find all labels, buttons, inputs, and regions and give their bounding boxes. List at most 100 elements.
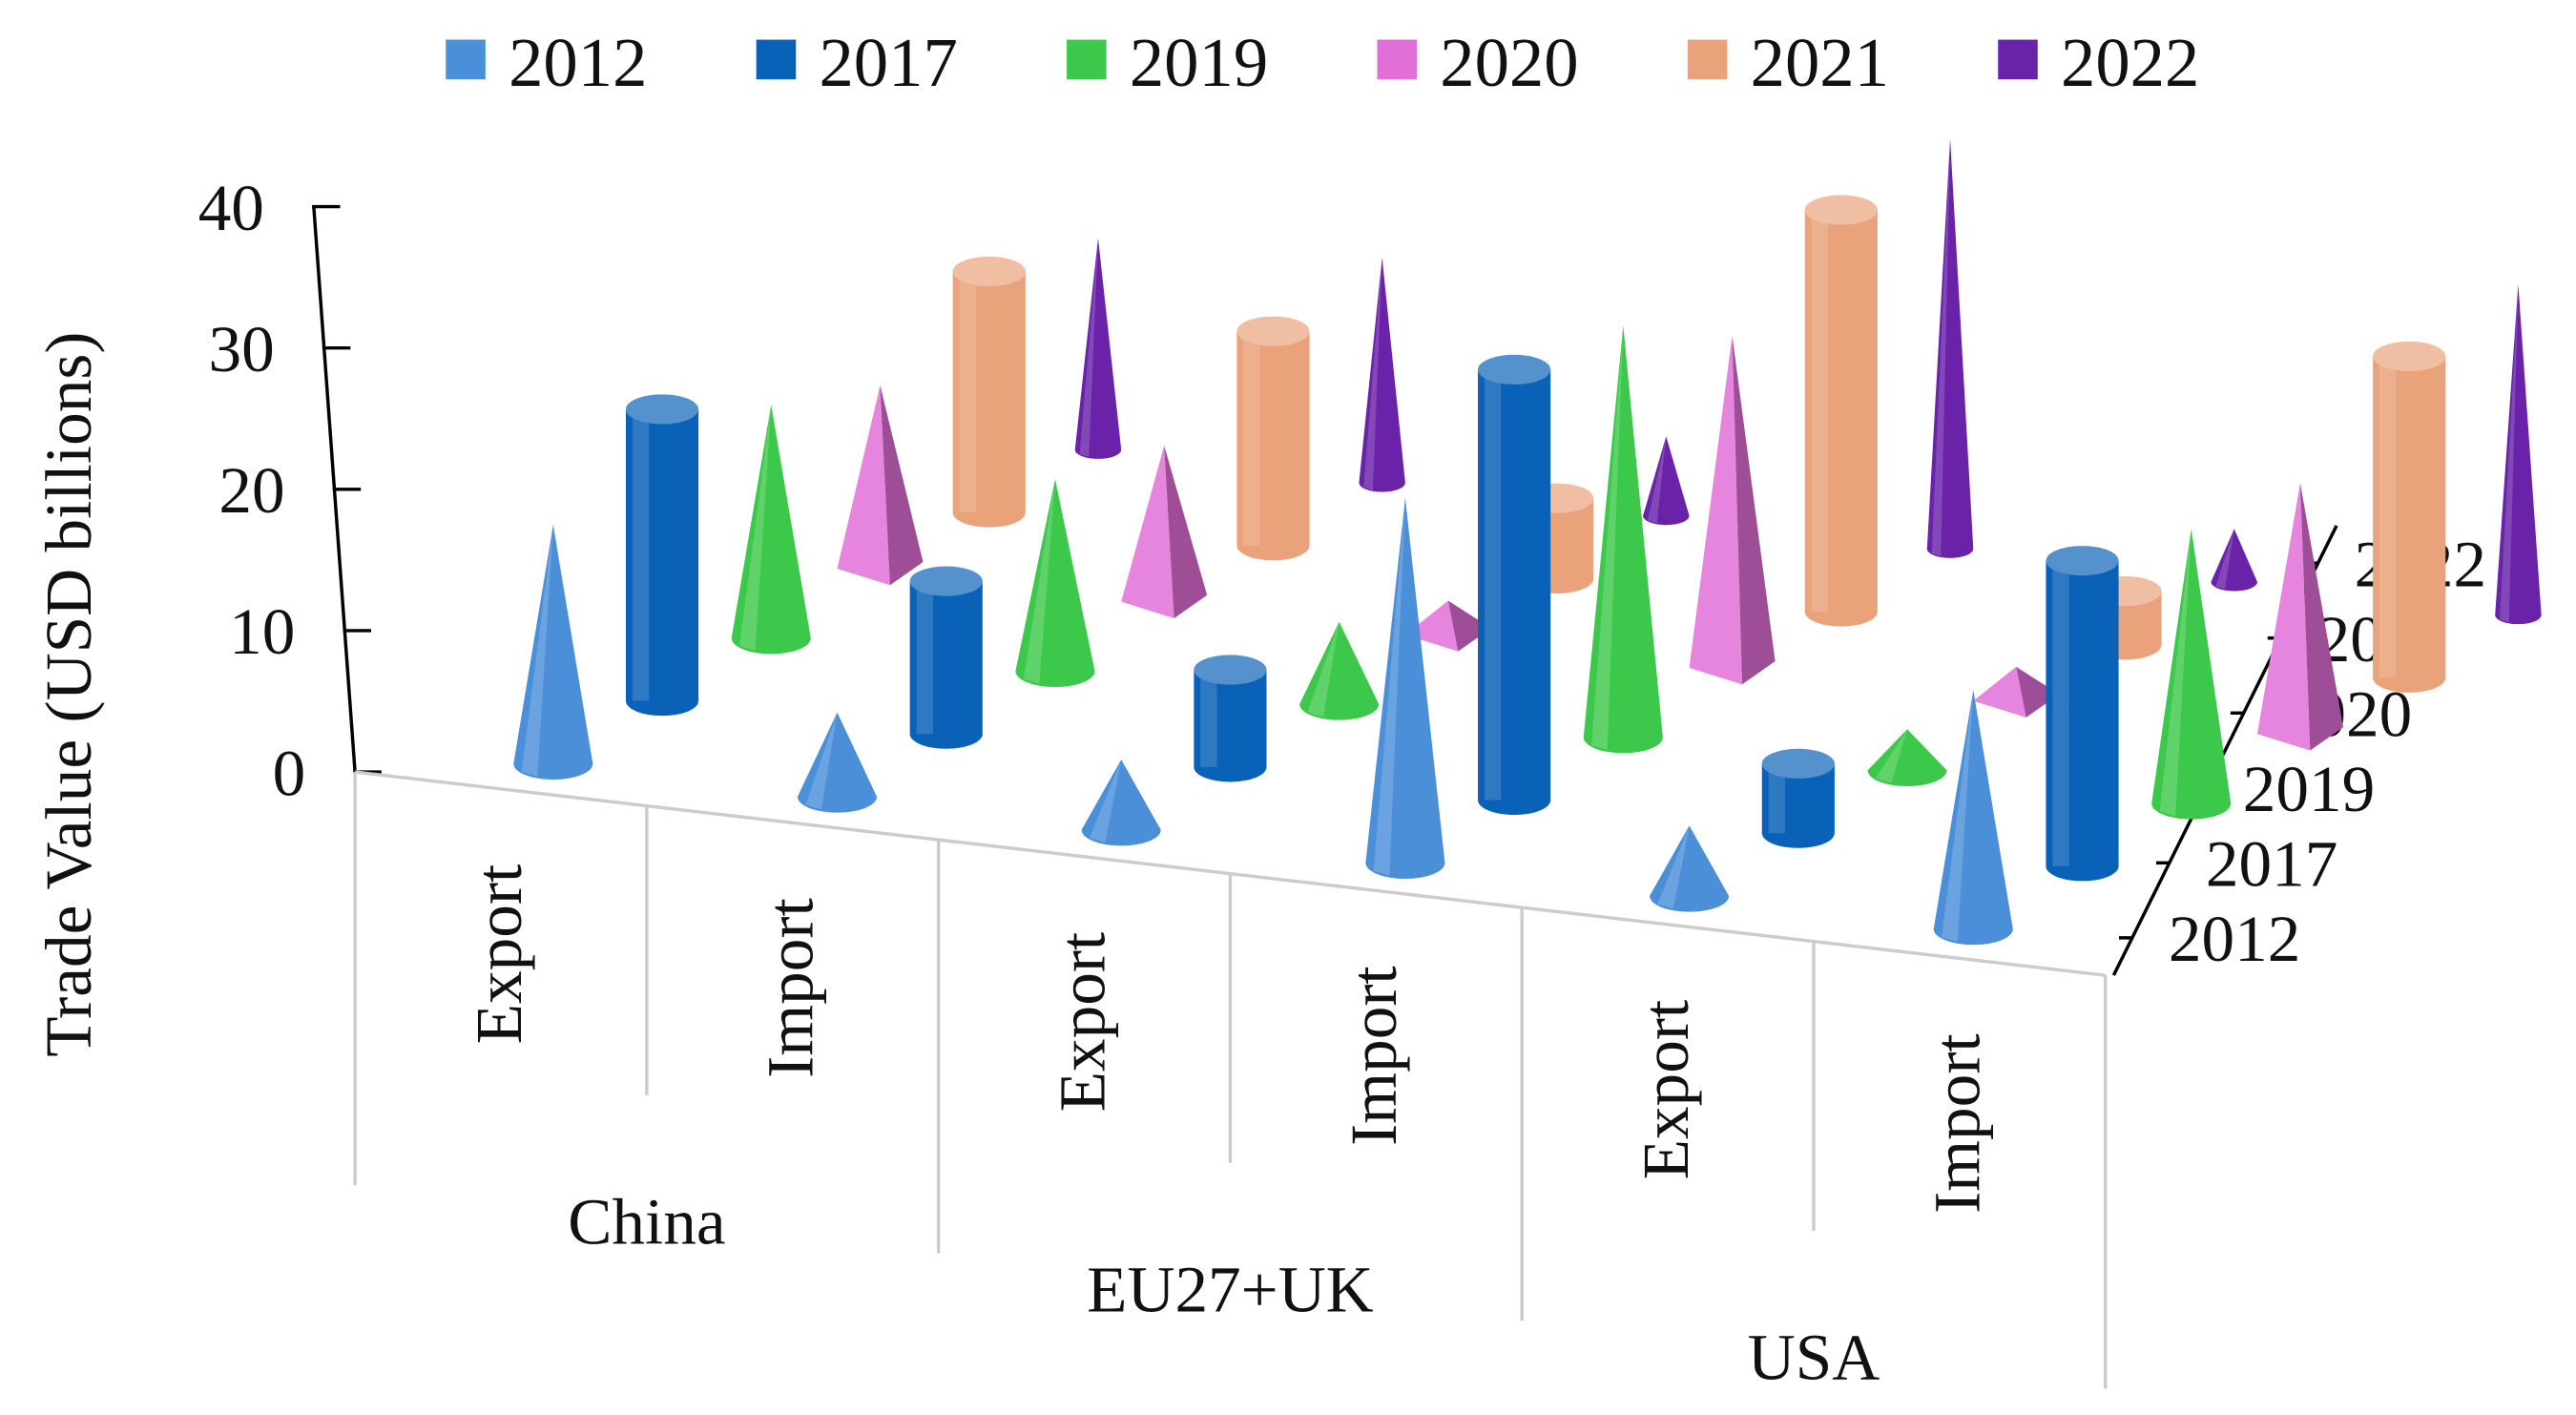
cone-body	[1926, 138, 1974, 558]
legend-swatch-2019	[1067, 39, 1107, 80]
category-label: Export	[1045, 932, 1118, 1113]
mark-2022-3	[1926, 138, 1974, 558]
cylinder-top	[625, 394, 699, 425]
cone-highlight	[2215, 529, 2234, 590]
cone-highlight	[1363, 258, 1382, 490]
y-tick-label: 20	[218, 453, 284, 527]
pyramid-side-face	[2016, 666, 2060, 718]
category-label: Export	[462, 864, 535, 1045]
mark-2019-3	[1583, 325, 1663, 754]
cone-highlight	[1931, 138, 1951, 556]
cone-highlight	[1023, 479, 1055, 684]
pyramid-front-face	[1689, 335, 1742, 685]
y-tick-label: 10	[229, 594, 295, 668]
mark-2022-5	[2495, 283, 2542, 625]
cylinder-top	[2046, 546, 2119, 576]
mark-2012-1	[797, 712, 878, 813]
mark-2020-5	[2256, 483, 2343, 751]
mark-2017-4	[1761, 748, 1835, 848]
legend-label-2021: 2021	[1751, 24, 1889, 101]
legend-label-2017: 2017	[819, 24, 957, 101]
legend: 2012 2017 2019 2020 2021 2022	[446, 24, 2199, 101]
mark-2019-2	[1299, 621, 1380, 720]
cone-body	[2495, 283, 2542, 625]
cylinder-top	[909, 566, 983, 596]
cylinder-top	[1194, 655, 1267, 685]
mark-2020-4	[1973, 666, 2060, 718]
mark-2019-5	[2151, 529, 2232, 820]
group-label: EU27+UK	[1087, 1253, 1373, 1326]
cylinder-top	[1236, 316, 1310, 346]
mark-2021-1	[1236, 316, 1310, 561]
pyramid-side-face	[880, 385, 924, 586]
mark-2021-5	[2373, 341, 2446, 693]
cone-highlight	[2500, 283, 2519, 623]
cone-highlight	[2159, 529, 2192, 817]
cone-highlight	[1875, 729, 1908, 783]
y-tick-label: 40	[198, 171, 264, 244]
depth-label: 2017	[2206, 827, 2337, 901]
cylinder-top	[2373, 341, 2446, 372]
legend-label-2019: 2019	[1130, 24, 1268, 101]
cylinder-highlight	[1811, 210, 1828, 613]
category-label: Import	[754, 898, 827, 1078]
y-tick-label: 0	[273, 736, 306, 809]
cone-body	[1074, 238, 1122, 459]
mark-2022-2	[1643, 436, 1690, 526]
cone-highlight	[1373, 497, 1405, 876]
cone-body	[1359, 258, 1405, 492]
cylinder-top	[952, 256, 1026, 287]
mark-2019-4	[1867, 729, 1947, 786]
mark-2012-0	[513, 525, 593, 780]
category-label: Import	[1921, 1033, 1994, 1214]
mark-2017-1	[909, 566, 983, 749]
cone-highlight	[1079, 238, 1098, 457]
mark-2012-4	[1650, 825, 1730, 912]
pyramid-side-face	[2299, 483, 2343, 751]
cone-highlight	[1647, 436, 1667, 524]
cylinder-top	[1478, 354, 1551, 385]
mark-2020-0	[837, 385, 924, 586]
data-marks	[513, 138, 2542, 946]
legend-label-2012: 2012	[509, 24, 647, 101]
cylinder-top	[1761, 748, 1835, 779]
mark-2022-4	[2211, 529, 2257, 592]
legend-swatch-2022	[1998, 39, 2038, 80]
mark-2012-3	[1365, 497, 1445, 879]
cone-highlight	[1942, 690, 1974, 942]
pyramid-front-face	[1121, 446, 1174, 618]
cone-highlight	[1089, 760, 1122, 843]
mark-2017-0	[625, 394, 699, 717]
mark-2022-0	[1074, 238, 1122, 459]
mark-2017-3	[1478, 354, 1551, 816]
cylinder-highlight	[1484, 369, 1502, 801]
pyramid-side-face	[1732, 335, 1776, 685]
legend-swatch-2017	[756, 39, 797, 80]
mark-2021-0	[952, 256, 1026, 528]
mark-2012-5	[1933, 690, 2013, 946]
legend-swatch-2020	[1377, 39, 1417, 80]
pyramid-front-face	[1973, 666, 2026, 718]
pyramid-side-face	[1164, 446, 1208, 618]
cone-body	[1583, 325, 1663, 754]
mark-2019-1	[1015, 479, 1095, 688]
group-label: China	[568, 1185, 725, 1259]
cylinder-highlight	[916, 581, 933, 735]
pyramid-side-face	[1447, 600, 1491, 652]
cylinder-top	[1804, 195, 1878, 225]
cone-highlight	[739, 405, 772, 652]
mark-2017-2	[1194, 655, 1267, 782]
mark-2019-0	[731, 405, 811, 655]
mark-2020-3	[1689, 335, 1776, 685]
mark-2022-1	[1359, 258, 1405, 492]
y-axis-label: Trade Value (USD billions)	[31, 332, 105, 1057]
cylinder-highlight	[1200, 669, 1217, 767]
mark-2017-5	[2046, 546, 2119, 882]
mark-2012-2	[1081, 760, 1161, 846]
pyramid-front-face	[2256, 483, 2311, 751]
mark-2021-3	[1804, 195, 1878, 627]
cone-highlight	[1591, 325, 1624, 750]
y-tick-label: 30	[209, 312, 275, 385]
legend-swatch-2012	[446, 39, 486, 80]
